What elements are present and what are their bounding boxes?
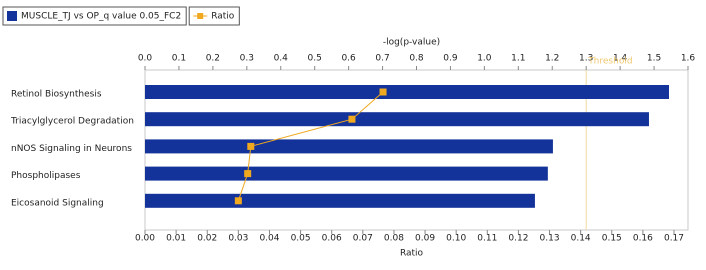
y-tick-label: Phospholipases <box>11 171 81 181</box>
y-tick-label: nNOS Signaling in Neurons <box>11 144 132 154</box>
legend-label: Ratio <box>211 12 235 22</box>
ratio-point <box>247 142 255 150</box>
x-axis-title: -log(p-value) <box>383 38 440 48</box>
legend-item: Ratio <box>188 6 240 26</box>
x2-tick-label: 0.03 <box>228 234 248 244</box>
x-tick-label: 0.3 <box>240 54 254 64</box>
x-tick-label: 1.6 <box>681 54 696 64</box>
x2-tick-label: 0.16 <box>633 234 653 244</box>
x2-tick-label: 0.07 <box>353 234 373 244</box>
legend-box <box>2 6 187 26</box>
x2-tick-label: 0.09 <box>415 234 435 244</box>
x2-tick-label: 0.10 <box>446 234 466 244</box>
x2-tick-label: 0.17 <box>664 234 684 244</box>
ratio-point <box>379 88 387 96</box>
bar <box>145 139 553 154</box>
y-tick-label: Retinol Biosynthesis <box>11 90 102 100</box>
x2-tick-label: 0.01 <box>166 234 186 244</box>
x2-tick-label: 0.05 <box>291 234 311 244</box>
x-tick-label: 0.6 <box>341 54 356 64</box>
ratio-point <box>348 115 356 123</box>
legend-item: MUSCLE_TJ vs OP_q value 0.05_FC2 <box>2 6 187 26</box>
x2-tick-label: 0.04 <box>259 234 279 244</box>
legend-swatch <box>197 13 204 19</box>
bar <box>145 112 649 127</box>
x2-tick-label: 0.00 <box>135 234 155 244</box>
x-tick-label: 0.0 <box>138 54 153 64</box>
x-tick-label: 1.3 <box>579 54 593 64</box>
x2-tick-label: 0.06 <box>322 234 342 244</box>
y-tick-label: Triacylglycerol Degradation <box>10 117 134 127</box>
x2-tick-label: 0.13 <box>540 234 560 244</box>
bar <box>145 85 669 99</box>
x-tick-label: 1.2 <box>545 54 559 64</box>
x2-tick-label: 0.14 <box>571 234 591 244</box>
ratio-point <box>244 170 252 178</box>
x-tick-label: 1.1 <box>511 54 525 64</box>
x-tick-label: 0.8 <box>409 54 424 64</box>
x2-tick-label: 0.12 <box>508 234 528 244</box>
x2-axis-title: Ratio <box>400 249 424 259</box>
x-tick-label: 0.4 <box>274 54 289 64</box>
y-tick-label: Eicosanoid Signaling <box>11 198 104 208</box>
x-tick-label: 1.5 <box>647 54 661 64</box>
bar <box>145 193 535 208</box>
x2-tick-label: 0.11 <box>477 234 497 244</box>
x2-tick-label: 0.02 <box>197 234 217 244</box>
x-tick-label: 0.7 <box>375 54 389 64</box>
x-tick-label: 0.2 <box>206 54 220 64</box>
legend-label: MUSCLE_TJ vs OP_q value 0.05_FC2 <box>21 12 181 22</box>
x-tick-label: 1.0 <box>477 54 492 64</box>
ratio-point <box>234 197 242 205</box>
x2-tick-label: 0.15 <box>602 234 622 244</box>
legend-box <box>188 6 240 26</box>
x2-tick-label: 0.08 <box>384 234 404 244</box>
x-tick-label: 0.1 <box>172 54 186 64</box>
x-tick-label: 1.4 <box>613 54 628 64</box>
legend-swatch <box>7 11 17 21</box>
x-tick-label: 0.5 <box>308 54 322 64</box>
bar <box>145 166 548 181</box>
threshold-label: Threshold <box>587 57 632 67</box>
x-tick-label: 0.9 <box>443 54 458 64</box>
